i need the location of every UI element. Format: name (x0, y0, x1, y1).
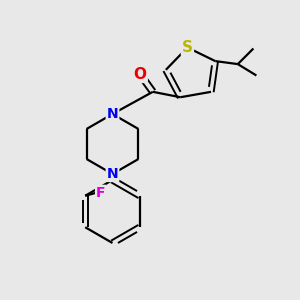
Text: N: N (107, 167, 118, 181)
Text: F: F (96, 186, 106, 200)
Text: O: O (134, 67, 147, 82)
Text: S: S (182, 40, 193, 55)
Text: N: N (107, 107, 118, 121)
